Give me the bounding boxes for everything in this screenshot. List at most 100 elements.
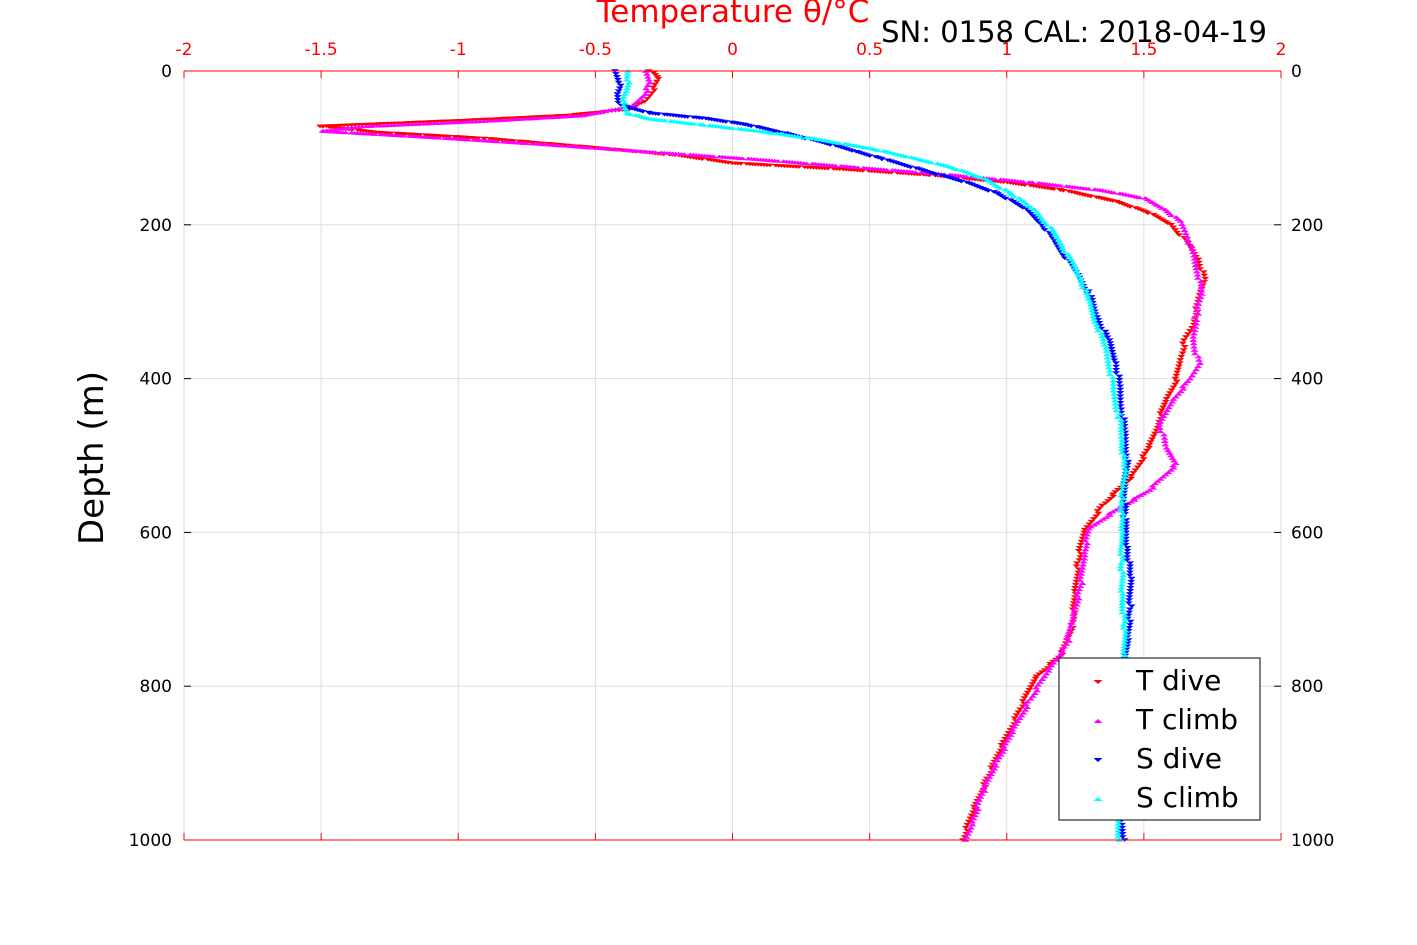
data-point [1188, 247, 1197, 251]
data-point [1117, 407, 1126, 412]
data-point [1125, 598, 1134, 602]
data-point [1077, 282, 1086, 287]
data-point [1076, 575, 1085, 579]
data-point [1115, 374, 1124, 379]
data-point [1026, 696, 1035, 701]
data-point [1072, 564, 1081, 569]
data-point [1173, 370, 1182, 375]
data-point [1125, 622, 1134, 627]
data-point [1125, 592, 1134, 596]
data-point [1028, 682, 1037, 686]
data-point [1156, 420, 1165, 424]
data-point [1199, 270, 1208, 275]
data-point [624, 83, 633, 88]
data-point [1121, 542, 1130, 547]
data-point [1111, 402, 1120, 406]
data-point [1117, 545, 1126, 550]
data-point [1065, 254, 1074, 259]
data-layer [316, 69, 1210, 842]
data-point [963, 822, 972, 827]
data-point [1079, 559, 1088, 564]
data-point [1070, 589, 1079, 593]
data-point [1038, 670, 1047, 675]
data-point [990, 761, 999, 765]
data-point [1127, 476, 1136, 481]
data-point [1114, 828, 1123, 833]
chart-title: Temperature θ/°C [596, 0, 870, 30]
data-point [1190, 344, 1199, 349]
data-point [1169, 463, 1178, 468]
data-point [1109, 378, 1118, 383]
data-point [980, 783, 989, 788]
data-point [1071, 585, 1080, 590]
data-point [1117, 444, 1126, 449]
data-point [1179, 338, 1188, 342]
data-point [1082, 291, 1091, 295]
data-point [970, 807, 979, 812]
data-point [1159, 414, 1168, 418]
data-point [1122, 518, 1131, 522]
data-point [1109, 494, 1118, 499]
y-axis-label: Depth (m) [72, 371, 112, 545]
data-point [1166, 468, 1175, 472]
data-point [643, 89, 652, 93]
data-point [1119, 622, 1128, 627]
data-point [1118, 515, 1127, 519]
data-point [649, 85, 658, 90]
data-point [1120, 641, 1129, 645]
data-point [1074, 590, 1083, 595]
data-point [1116, 505, 1125, 510]
data-point [1119, 647, 1128, 652]
y-tick-label-left: 1000 [129, 831, 172, 851]
data-point [699, 123, 708, 127]
data-point [853, 165, 862, 170]
data-point [415, 133, 424, 137]
data-point [341, 130, 350, 135]
data-point [1201, 276, 1210, 281]
data-point [1031, 676, 1040, 681]
data-point [1023, 699, 1032, 704]
data-point [1013, 719, 1022, 723]
data-point [1125, 607, 1134, 612]
x-tick-label: 1.5 [1130, 40, 1157, 60]
data-point [1067, 257, 1076, 262]
data-point [1073, 271, 1082, 275]
data-point [1119, 625, 1128, 630]
data-point [1099, 340, 1108, 344]
legend-item: S climb [1093, 781, 1239, 814]
data-point [1047, 663, 1056, 668]
data-point [721, 120, 730, 124]
data-point [1193, 276, 1202, 280]
data-point [689, 121, 698, 126]
data-point [1189, 341, 1198, 346]
data-point [1127, 579, 1136, 584]
data-point [1045, 666, 1054, 670]
data-point [1116, 391, 1125, 395]
data-point [1118, 607, 1127, 612]
data-point [1137, 459, 1146, 464]
data-point [1120, 478, 1129, 482]
data-point [1115, 377, 1124, 382]
data-point [622, 108, 631, 113]
data-point [1106, 341, 1115, 345]
data-point [1175, 361, 1184, 366]
data-point [623, 86, 632, 91]
data-point [1158, 417, 1167, 421]
data-point [1192, 321, 1201, 326]
data-point [1121, 616, 1130, 621]
data-point [964, 819, 973, 824]
data-point [1042, 223, 1051, 227]
data-point [1192, 367, 1201, 372]
data-point [1149, 486, 1158, 490]
data-point [1003, 738, 1012, 743]
data-point [1104, 362, 1113, 367]
data-point [1180, 228, 1189, 232]
data-point [1135, 462, 1144, 467]
data-point [1118, 598, 1127, 602]
data-point [1113, 834, 1122, 839]
data-point [1109, 382, 1118, 386]
data-point [1165, 391, 1174, 395]
axes-frame [183, 70, 1282, 841]
data-point [1084, 529, 1093, 534]
data-point [1169, 397, 1178, 401]
